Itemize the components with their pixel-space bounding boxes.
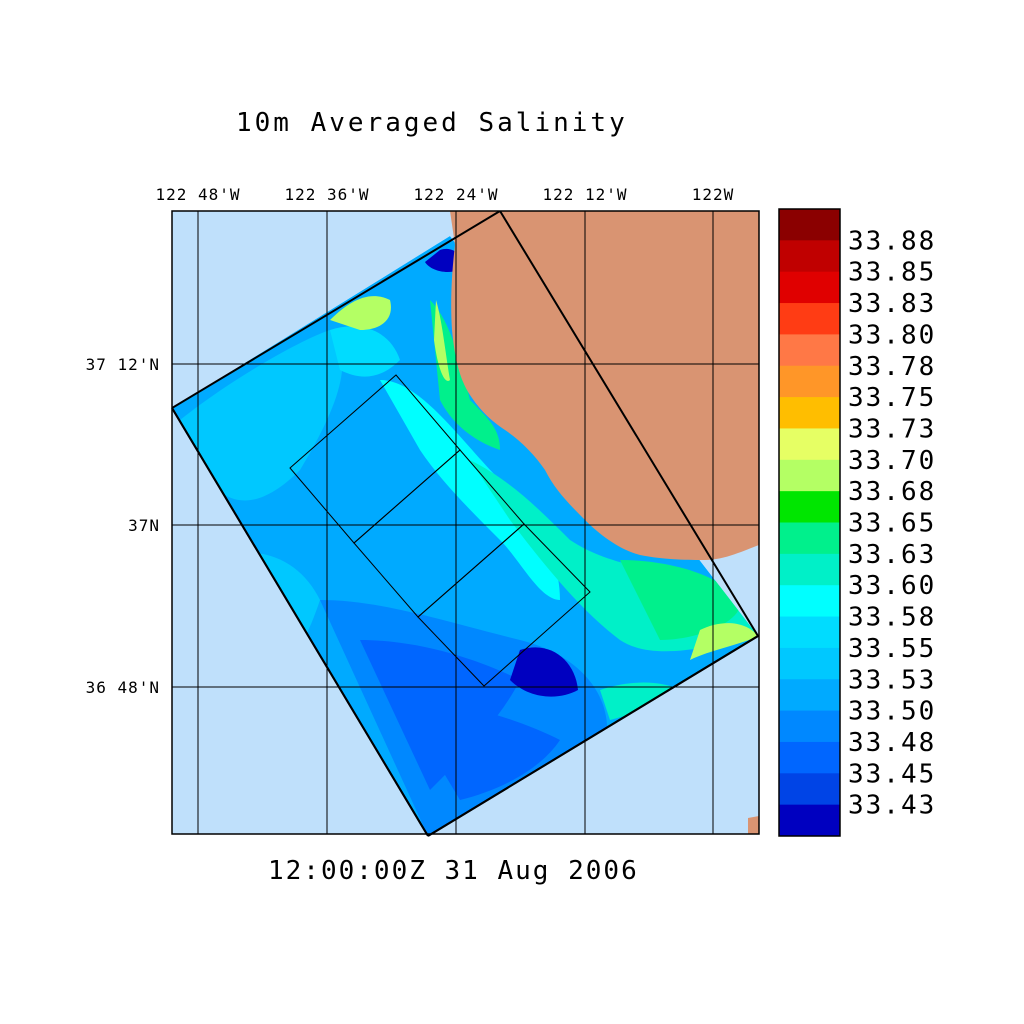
colorbar-swatch bbox=[779, 553, 840, 586]
colorbar-swatch bbox=[779, 397, 840, 429]
timestamp: 12:00:00Z 31 Aug 2006 bbox=[268, 856, 639, 886]
colorbar-swatch bbox=[779, 647, 840, 680]
colorbar-label: 33.83 bbox=[848, 289, 936, 319]
lon-label: 122 24'W bbox=[413, 185, 498, 204]
salinity-field bbox=[172, 236, 758, 836]
colorbar-swatch bbox=[779, 240, 840, 273]
colorbar-label: 33.58 bbox=[848, 603, 936, 633]
colorbar-swatch bbox=[779, 616, 840, 649]
colorbar-label: 33.78 bbox=[848, 352, 936, 382]
colorbar-label: 33.70 bbox=[848, 446, 936, 476]
land-patch bbox=[748, 816, 759, 834]
colorbar-label: 33.65 bbox=[848, 509, 936, 539]
lat-label: 37 12'N bbox=[86, 355, 160, 374]
colorbar-label: 33.55 bbox=[848, 634, 936, 664]
colorbar-label: 33.63 bbox=[848, 540, 936, 570]
colorbar-label: 33.73 bbox=[848, 414, 936, 444]
colorbar-swatch bbox=[779, 271, 840, 304]
lat-label: 37N bbox=[128, 516, 160, 535]
colorbar-label: 33.80 bbox=[848, 320, 936, 350]
lon-label: 122W bbox=[692, 185, 735, 204]
colorbar-swatch bbox=[779, 741, 840, 774]
colorbar-label: 33.50 bbox=[848, 697, 936, 727]
longitude-labels: 122 48'W 122 36'W 122 24'W 122 12'W 122W bbox=[155, 185, 735, 204]
colorbar-swatch bbox=[779, 365, 840, 398]
colorbar-swatch bbox=[779, 428, 840, 461]
colorbar-label: 33.60 bbox=[848, 571, 936, 601]
colorbar-label: 33.68 bbox=[848, 477, 936, 507]
domain-outlines bbox=[171, 211, 759, 837]
map-title: 10m Averaged Salinity bbox=[236, 108, 628, 138]
land-mass bbox=[450, 211, 759, 560]
colorbar-label: 33.53 bbox=[848, 665, 936, 695]
colorbar-label: 33.88 bbox=[848, 226, 936, 256]
lat-label: 36 48'N bbox=[86, 678, 160, 697]
latitude-labels: 37 12'N 37N 36 48'N bbox=[86, 355, 160, 697]
colorbar-swatch bbox=[779, 773, 840, 806]
colorbar-swatch bbox=[779, 491, 840, 523]
colorbar: 33.8833.8533.8333.8033.7833.7533.7333.70… bbox=[778, 208, 936, 837]
colorbar-swatch bbox=[779, 522, 840, 555]
colorbar-swatch bbox=[779, 679, 840, 712]
graticule bbox=[172, 211, 759, 834]
colorbar-frame bbox=[778, 208, 841, 837]
colorbar-label: 33.75 bbox=[848, 383, 936, 413]
colorbar-label: 33.48 bbox=[848, 728, 936, 758]
lon-label: 122 48'W bbox=[155, 185, 240, 204]
colorbar-swatch bbox=[779, 303, 840, 335]
colorbar-swatch bbox=[779, 334, 840, 367]
colorbar-label: 33.85 bbox=[848, 258, 936, 288]
lon-label: 122 12'W bbox=[542, 185, 627, 204]
colorbar-swatch bbox=[779, 585, 840, 618]
colorbar-label: 33.43 bbox=[848, 791, 936, 821]
plot-frame bbox=[171, 210, 760, 835]
lon-label: 122 36'W bbox=[284, 185, 369, 204]
colorbar-label: 33.45 bbox=[848, 759, 936, 789]
colorbar-swatch bbox=[779, 710, 840, 743]
colorbar-swatch bbox=[779, 459, 840, 492]
colorbar-swatch bbox=[779, 209, 840, 241]
colorbar-swatch bbox=[779, 804, 840, 837]
